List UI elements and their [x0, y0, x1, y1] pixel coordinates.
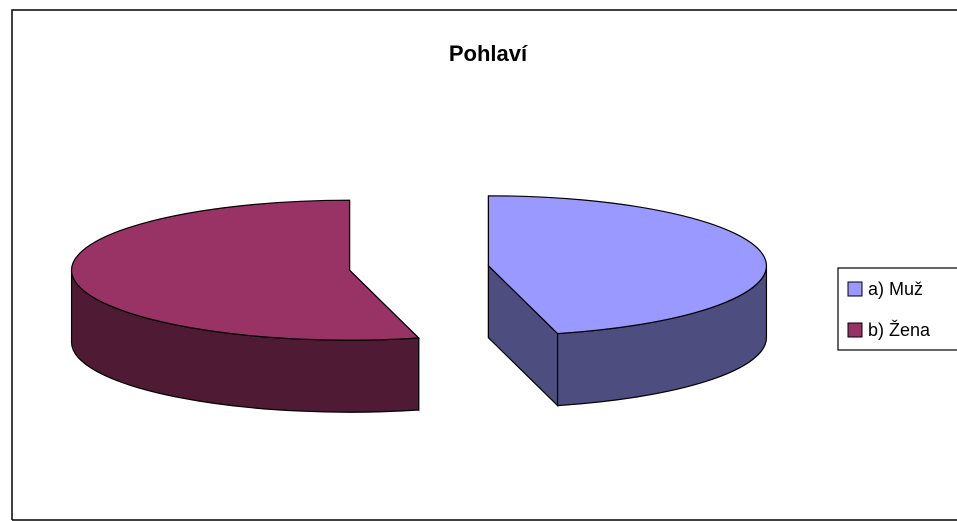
legend-swatch [847, 281, 863, 297]
chart-border [11, 9, 957, 521]
slice [487, 195, 767, 335]
legend-label: b) Žena [868, 320, 931, 340]
legend-label: a) Muž [868, 279, 923, 299]
legend: a) Muž b) Žena [847, 279, 931, 340]
chart-title: Pohlaví [449, 41, 528, 66]
pie [70, 195, 768, 413]
legend-swatch [847, 322, 863, 338]
slice [71, 199, 421, 341]
